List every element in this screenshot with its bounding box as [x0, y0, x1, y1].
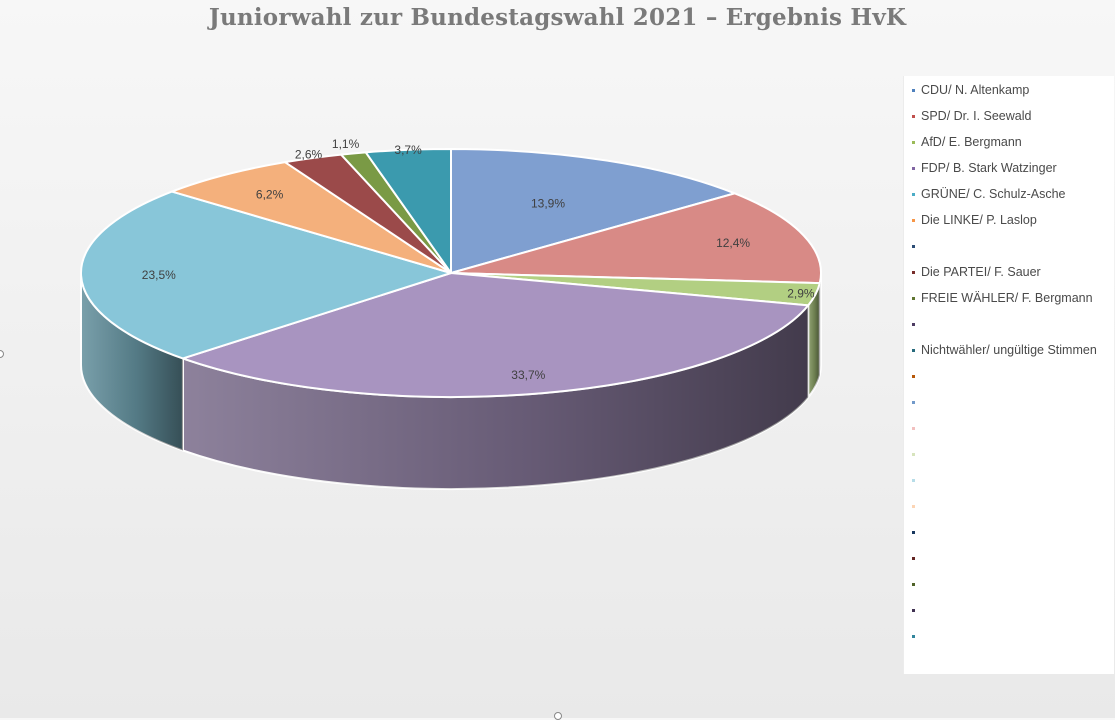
- legend-entry-5: Die LINKE/ P. Laslop: [912, 210, 1037, 230]
- legend-swatch-21: [912, 634, 915, 638]
- legend-swatch-6: [912, 244, 915, 248]
- legend-swatch-2: [912, 140, 915, 144]
- legend-swatch-11: [912, 374, 915, 378]
- pie-side-shade-2: [808, 283, 820, 398]
- legend-entry-16: [912, 496, 921, 516]
- legend-label-1: SPD/ Dr. I. Seewald: [921, 109, 1032, 123]
- legend-swatch-13: [912, 426, 915, 430]
- pie-data-label-0: 13,9%: [531, 196, 565, 210]
- pie-data-label-4: 23,5%: [142, 268, 176, 282]
- legend-swatch-18: [912, 556, 915, 560]
- legend-swatch-4: [912, 192, 915, 196]
- pie-data-label-5: 6,2%: [256, 188, 284, 202]
- pie-slice-3: [181, 272, 810, 398]
- legend-entry-9: [912, 314, 921, 334]
- legend-swatch-15: [912, 478, 915, 482]
- legend-entry-8: FREIE WÄHLER/ F. Bergmann: [912, 288, 1093, 308]
- legend-label-2: AfD/ E. Bergmann: [921, 135, 1022, 149]
- legend-swatch-16: [912, 504, 915, 508]
- legend-label-4: GRÜNE/ C. Schulz-Asche: [921, 187, 1066, 201]
- legend-swatch-8: [912, 296, 915, 300]
- legend-entry-4: GRÜNE/ C. Schulz-Asche: [912, 184, 1065, 204]
- legend-entry-15: [912, 470, 921, 490]
- legend-swatch-12: [912, 400, 915, 404]
- legend-entry-6: [912, 236, 921, 256]
- legend-label-7: Die PARTEI/ F. Sauer: [921, 265, 1041, 279]
- pie-slice-0: [450, 148, 736, 274]
- legend-entry-14: [912, 444, 921, 464]
- legend-swatch-3: [912, 166, 915, 170]
- legend-entry-10: Nichtwähler/ ungültige Stimmen: [912, 340, 1097, 360]
- pie-top: [80, 148, 822, 398]
- pie-side-shade-4: [81, 273, 183, 451]
- legend: CDU/ N. Altenkamp SPD/ Dr. I. Seewald AfD/…: [903, 76, 1114, 674]
- pie-slice-5: [170, 161, 452, 274]
- legend-label-8: FREIE WÄHLER/ F. Bergmann: [921, 291, 1093, 305]
- legend-swatch-10: [912, 348, 915, 352]
- legend-swatch-7: [912, 270, 915, 274]
- pie-data-label-7: 1,1%: [332, 137, 360, 151]
- legend-label-5: Die LINKE/ P. Laslop: [921, 213, 1037, 227]
- legend-swatch-14: [912, 452, 915, 456]
- legend-entry-21: [912, 626, 921, 646]
- pie-data-label-8: 3,7%: [394, 143, 422, 157]
- legend-swatch-1: [912, 114, 915, 118]
- pie-data-label-2: 2,9%: [787, 287, 815, 301]
- legend-entry-12: [912, 392, 921, 412]
- legend-entry-18: [912, 548, 921, 568]
- resize-handle-bottom[interactable]: [554, 712, 562, 720]
- legend-entry-2: AfD/ E. Bergmann: [912, 132, 1022, 152]
- legend-swatch-17: [912, 530, 915, 534]
- pie-side-shade-3: [182, 305, 809, 489]
- legend-swatch-5: [912, 218, 915, 222]
- legend-label-0: CDU/ N. Altenkamp: [921, 83, 1030, 97]
- legend-swatch-20: [912, 608, 915, 612]
- pie-slice-1: [450, 192, 822, 285]
- pie-sides: [80, 272, 822, 490]
- legend-entry-0: CDU/ N. Altenkamp: [912, 80, 1029, 100]
- legend-swatch-19: [912, 582, 915, 586]
- legend-entry-1: SPD/ Dr. I. Seewald: [912, 106, 1031, 126]
- legend-entry-17: [912, 522, 921, 542]
- pie-data-label-6: 2,6%: [295, 148, 323, 162]
- pie-labels: 13,9% 12,4% 2,9% 33,7% 23,5% 6,2% 2,6% 1,1% 3,7%: [142, 137, 815, 382]
- legend-swatch-0: [912, 88, 915, 92]
- legend-entry-11: [912, 366, 921, 386]
- legend-swatch-9: [912, 322, 915, 326]
- pie-data-label-3: 33,7%: [511, 368, 545, 382]
- chart-title: Juniorwahl zur Bundestagswahl 2021 – Erg…: [208, 4, 907, 31]
- legend-label-10: Nichtwähler/ ungültige Stimmen: [921, 343, 1097, 357]
- legend-entry-3: FDP/ B. Stark Watzinger: [912, 158, 1057, 178]
- pie-data-label-1: 12,4%: [716, 236, 750, 250]
- pie-slice-4: [80, 190, 452, 360]
- pie-slice-8: [364, 148, 452, 274]
- legend-entry-7: Die PARTEI/ F. Sauer: [912, 262, 1041, 282]
- legend-entry-20: [912, 600, 921, 620]
- legend-entry-19: [912, 574, 921, 594]
- legend-label-3: FDP/ B. Stark Watzinger: [921, 161, 1057, 175]
- legend-entry-13: [912, 418, 921, 438]
